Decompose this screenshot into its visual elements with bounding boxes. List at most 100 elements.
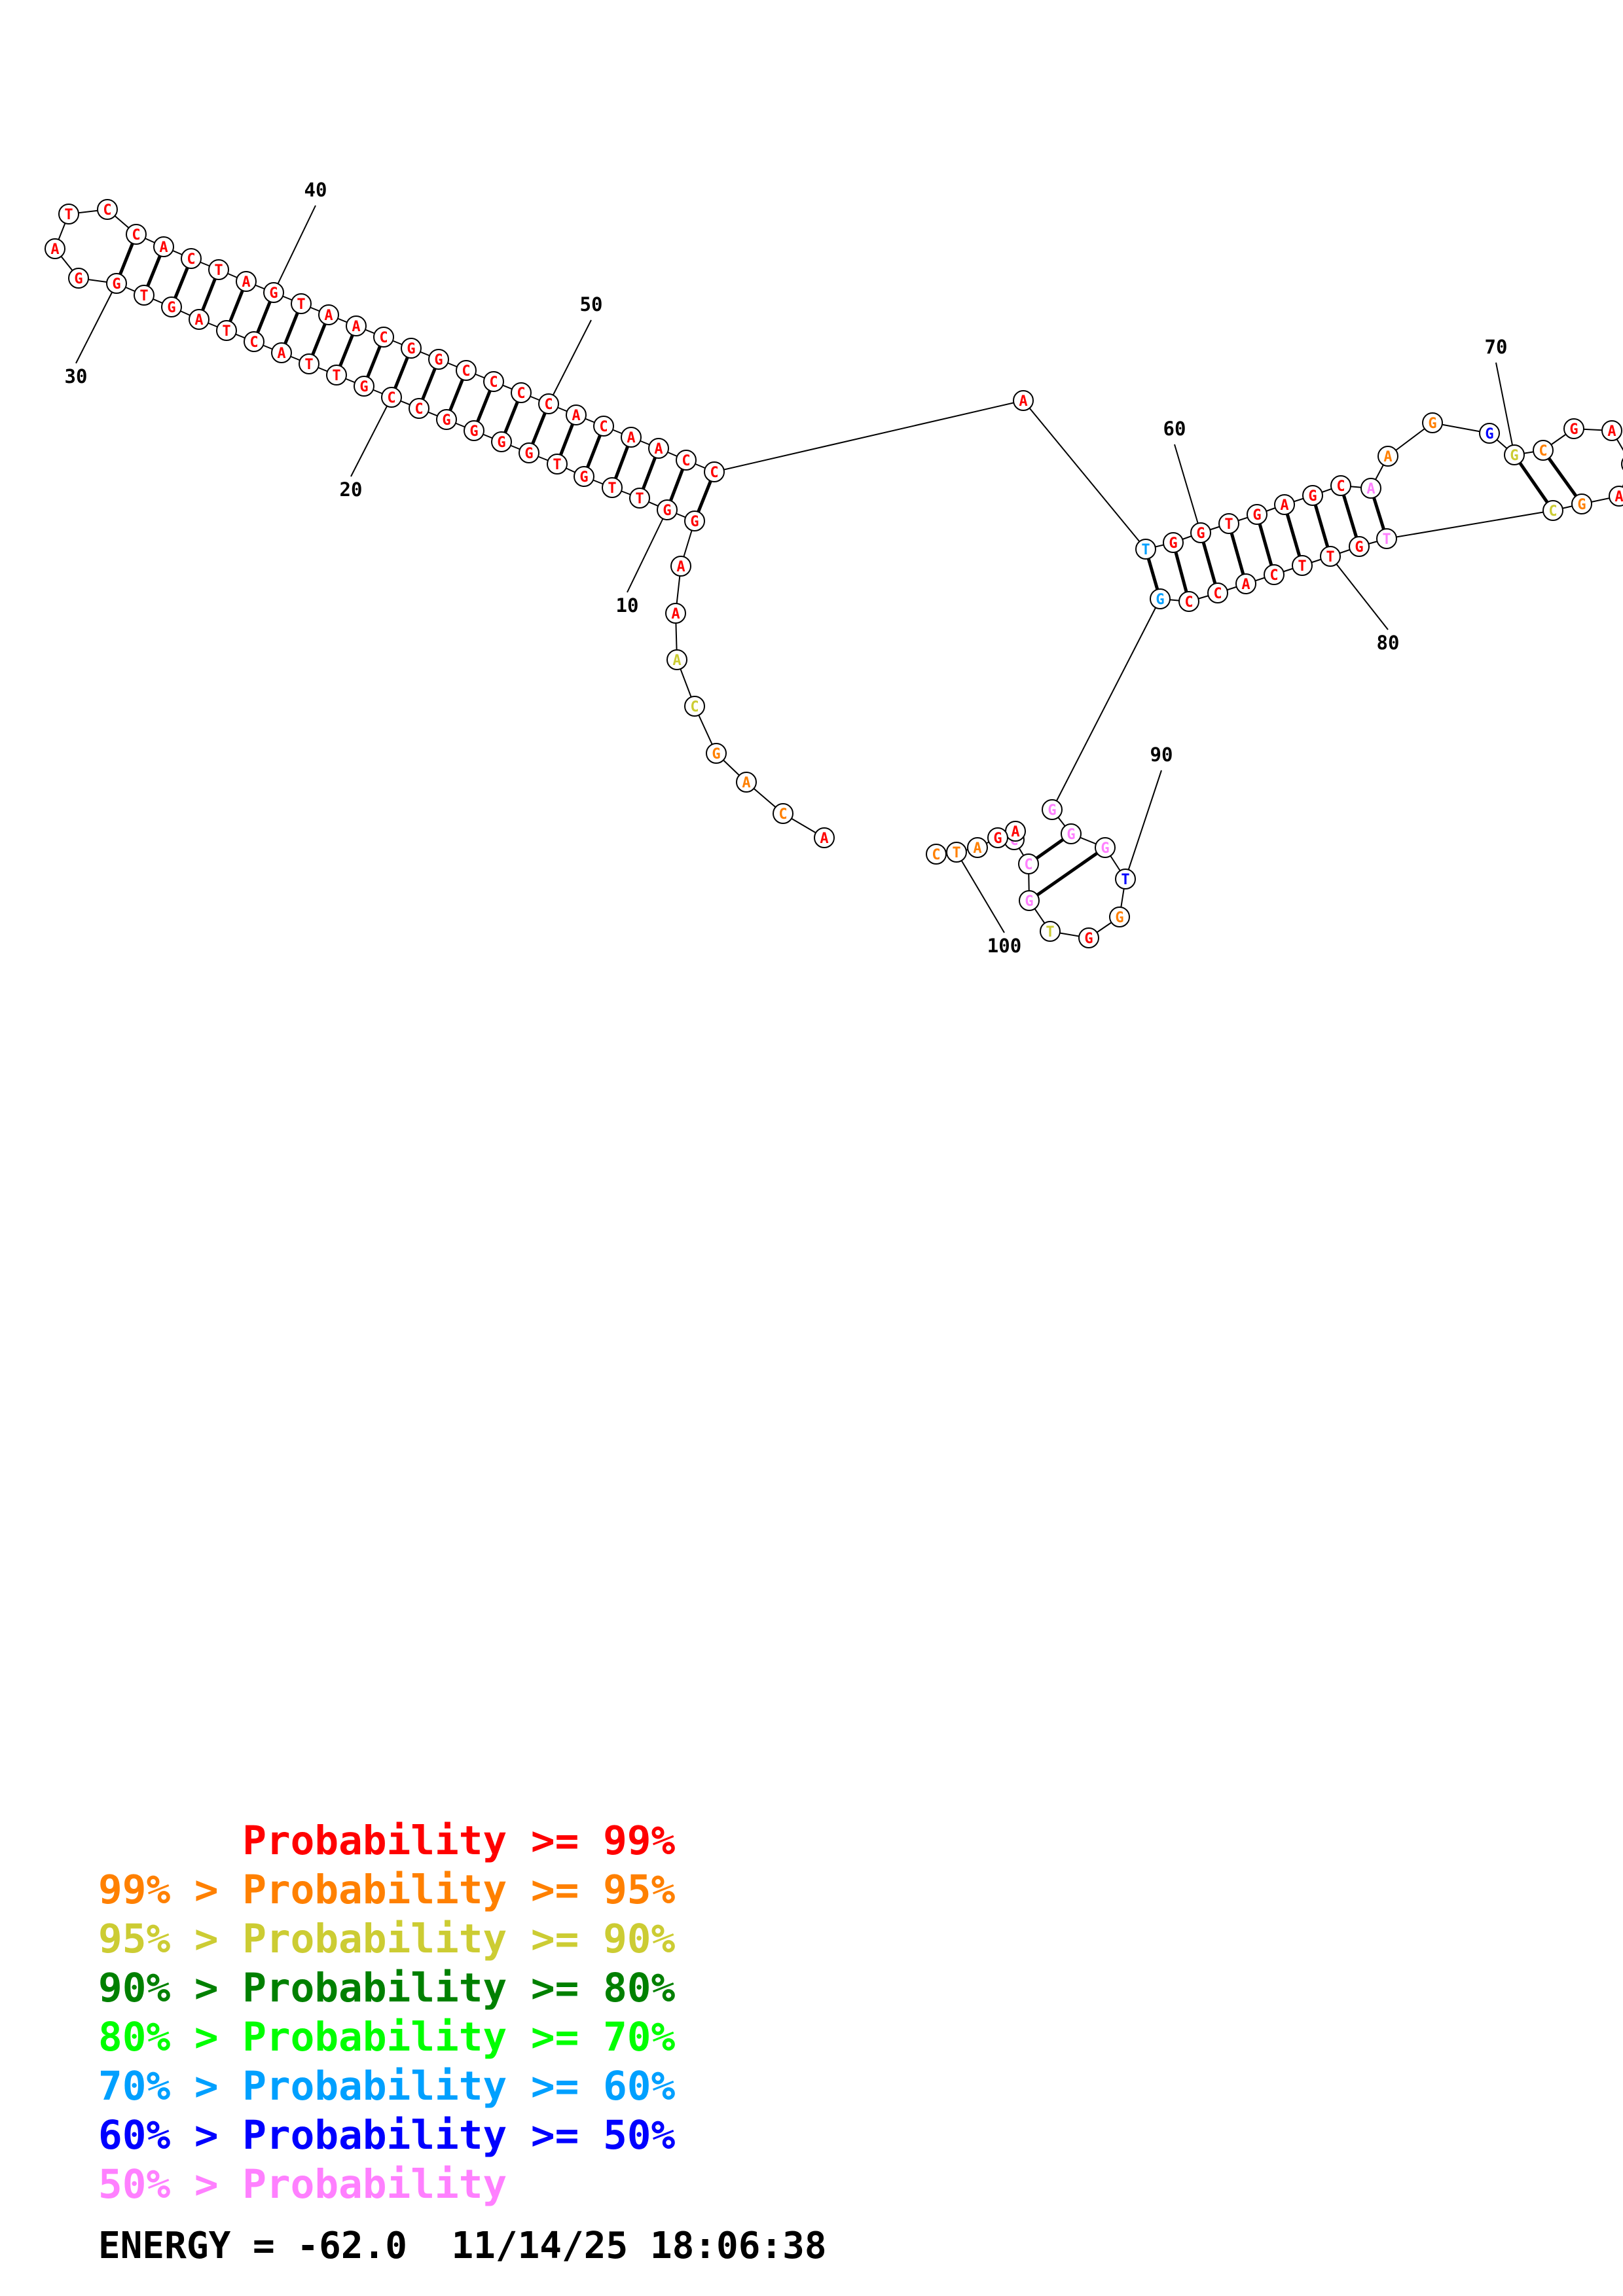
nucleotide: A <box>1235 573 1256 594</box>
nucleotide-circle <box>189 309 210 330</box>
nucleotide-circle <box>436 409 457 430</box>
nucleotide-letter: A <box>572 408 580 424</box>
nucleotide-letter: G <box>1067 827 1075 843</box>
nucleotide-circle <box>271 342 292 363</box>
nucleotide-letter: G <box>434 352 443 368</box>
nucleotide-circle <box>1247 504 1267 525</box>
nucleotide: A <box>967 837 988 858</box>
index-label: 50 <box>580 293 603 315</box>
nucleotide-circle <box>1019 890 1040 911</box>
nucleotide-letter: T <box>304 357 313 373</box>
backbone-segment <box>714 400 1024 473</box>
nucleotide: G <box>1163 532 1184 553</box>
nucleotide: T <box>1115 869 1136 889</box>
nucleotide-circle <box>299 353 319 374</box>
nucleotide-letter: G <box>1084 931 1093 947</box>
nucleotide: T <box>1376 528 1397 549</box>
nucleotide: T <box>208 259 229 280</box>
nucleotide-letter: C <box>132 227 140 243</box>
nucleotide-letter: G <box>712 746 720 762</box>
nucleotide: G <box>161 296 182 317</box>
nucleotide: A <box>566 404 587 425</box>
nucleotide-circle <box>676 450 697 471</box>
nucleotide-circle <box>1563 418 1584 439</box>
nucleotide-letter: C <box>710 465 718 481</box>
nucleotide-circle <box>464 420 484 441</box>
nucleotide: C <box>1533 440 1554 461</box>
nucleotide-circle <box>1078 927 1099 948</box>
legend-text: Probability >= 60% <box>242 2063 675 2109</box>
nucleotide: C <box>97 199 118 220</box>
base-pair <box>1512 454 1555 512</box>
nucleotide: G <box>1078 927 1099 948</box>
nucleotide-circle <box>373 327 394 348</box>
index-leader-line <box>548 319 592 404</box>
nucleotide: T <box>602 477 623 498</box>
nucleotide-circle <box>736 772 757 793</box>
base-pair <box>1283 504 1304 566</box>
index-leader-line <box>1174 444 1201 533</box>
nucleotide-letter: T <box>1046 924 1054 941</box>
legend-entry: 60% > Probability >= 50% <box>98 2112 676 2159</box>
nucleotide-letter: G <box>497 435 505 451</box>
nucleotide-letter: A <box>1607 423 1616 440</box>
nucleotide-letter: A <box>1383 449 1392 465</box>
legend-entry: 90% > Probability >= 80% <box>98 1965 676 2011</box>
nucleotide-circle <box>1040 921 1061 942</box>
nucleotide-circle <box>346 315 367 336</box>
nucleotide-circle <box>1042 799 1063 820</box>
nucleotide: C <box>773 803 793 824</box>
nucleotide: C <box>1018 853 1039 874</box>
nucleotide-circle <box>1135 539 1156 560</box>
nucleotide-letter: G <box>524 446 533 462</box>
nucleotide: A <box>153 236 174 257</box>
index-label: 70 <box>1485 336 1508 358</box>
nucleotide-letter: G <box>1569 422 1578 438</box>
nucleotide: G <box>706 743 727 764</box>
nucleotide-circle <box>773 803 793 824</box>
nucleotide: C <box>1542 500 1563 521</box>
nucleotide-circle <box>1207 583 1228 603</box>
nucleotide-letter: G <box>1308 488 1317 505</box>
index-label: 90 <box>1150 744 1173 766</box>
nucleotide: A <box>1360 478 1381 499</box>
nucleotide-letter: T <box>952 845 960 861</box>
nucleotide: G <box>1109 906 1130 927</box>
nucleotide-letter: C <box>1269 567 1278 584</box>
nucleotide-letter: A <box>1241 577 1250 593</box>
nucleotide-letter: C <box>778 806 787 823</box>
nucleotide: G <box>68 268 89 289</box>
nucleotide-letter: A <box>676 559 685 575</box>
nucleotide-circle <box>1542 500 1563 521</box>
nucleotide: C <box>409 398 429 419</box>
nucleotide-circle <box>1274 494 1295 515</box>
nucleotide-letter: G <box>167 300 175 316</box>
nucleotide: C <box>373 327 394 348</box>
nucleotide-letter: A <box>671 606 680 622</box>
nucleotide-letter: C <box>103 202 111 219</box>
legend-entry: 50% > Probability <box>98 2161 507 2208</box>
nucleotide-letter: C <box>1213 586 1222 602</box>
nucleotide: C <box>538 393 559 414</box>
base-pair <box>1541 449 1584 505</box>
nucleotide-circle <box>670 556 691 577</box>
nucleotide-circle <box>1533 440 1554 461</box>
nucleotide-letter: G <box>1252 507 1261 524</box>
nucleotide-letter: A <box>1011 824 1019 840</box>
nucleotide-circle <box>126 224 147 245</box>
legend-prefix: 99% > <box>98 1867 242 1913</box>
nucleotide-letter: A <box>627 430 635 446</box>
nucleotide: C <box>684 696 705 717</box>
nucleotide: T <box>629 488 650 509</box>
nucleotide-letter: G <box>1025 893 1033 910</box>
nucleotide: A <box>1377 446 1398 467</box>
nucleotide: T <box>1218 513 1239 534</box>
nucleotide-letter: A <box>820 831 828 847</box>
nucleotide: T <box>547 454 568 475</box>
nucleotide: C <box>1178 591 1199 612</box>
nucleotide-circle <box>291 293 312 314</box>
nucleotide-letter: C <box>187 251 195 268</box>
nucleotide-letter: A <box>1614 489 1623 505</box>
nucleotide-circle <box>1061 823 1082 844</box>
legend-prefix: 70% > <box>98 2063 242 2109</box>
